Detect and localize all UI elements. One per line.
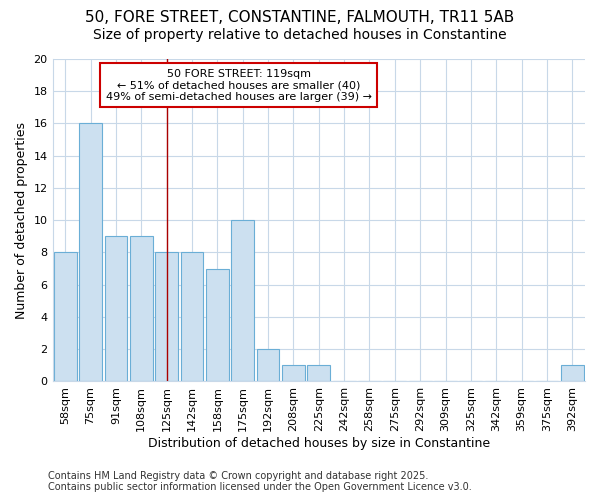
Bar <box>155 252 178 382</box>
Bar <box>104 236 127 382</box>
Bar <box>257 349 280 382</box>
Bar <box>206 268 229 382</box>
Text: Contains HM Land Registry data © Crown copyright and database right 2025.
Contai: Contains HM Land Registry data © Crown c… <box>48 471 472 492</box>
Bar <box>231 220 254 382</box>
Bar <box>307 366 330 382</box>
Bar <box>181 252 203 382</box>
X-axis label: Distribution of detached houses by size in Constantine: Distribution of detached houses by size … <box>148 437 490 450</box>
Bar <box>282 366 305 382</box>
Text: 50, FORE STREET, CONSTANTINE, FALMOUTH, TR11 5AB: 50, FORE STREET, CONSTANTINE, FALMOUTH, … <box>85 10 515 25</box>
Bar <box>54 252 77 382</box>
Text: Size of property relative to detached houses in Constantine: Size of property relative to detached ho… <box>93 28 507 42</box>
Text: 50 FORE STREET: 119sqm
← 51% of detached houses are smaller (40)
49% of semi-det: 50 FORE STREET: 119sqm ← 51% of detached… <box>106 68 372 102</box>
Bar <box>130 236 152 382</box>
Y-axis label: Number of detached properties: Number of detached properties <box>15 122 28 318</box>
Bar <box>561 366 584 382</box>
Bar <box>79 124 102 382</box>
